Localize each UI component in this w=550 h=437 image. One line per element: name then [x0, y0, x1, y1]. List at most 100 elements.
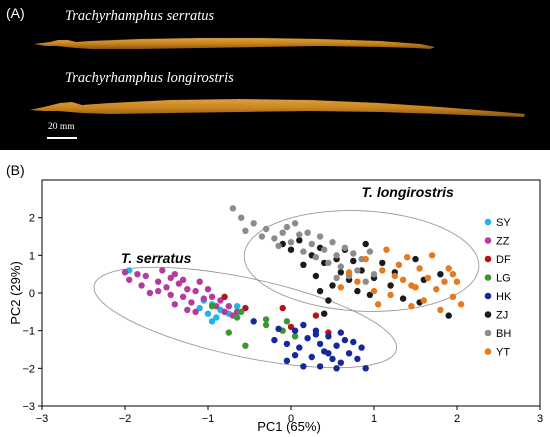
point-yt [387, 291, 394, 299]
point-hk [316, 340, 324, 348]
point-zj [300, 261, 307, 268]
point-zz [208, 293, 216, 300]
point-yt [395, 261, 403, 268]
point-hk [337, 329, 344, 336]
x-tick-label: 1 [371, 413, 377, 425]
point-zz [167, 274, 174, 282]
x-tick-label: 3 [537, 413, 543, 425]
point-bh [333, 252, 340, 259]
x-tick-label: 0 [288, 413, 294, 425]
point-lg [225, 329, 232, 336]
point-yt [408, 282, 415, 289]
y-tick-label: 2 [29, 213, 35, 225]
legend-label-lg: LG [496, 273, 511, 285]
point-lg [283, 318, 291, 325]
plot-frame [41, 179, 541, 407]
point-yt [370, 287, 378, 295]
point-lg [291, 333, 299, 340]
photo-panel: (A) Trachyrhamphus serratus Trachyrhamph… [0, 0, 550, 150]
legend-marker-yt [484, 348, 492, 355]
point-yt [399, 276, 407, 283]
point-df [221, 293, 228, 300]
group-label-serratus: T. serratus [121, 250, 192, 266]
legend-label-yt: YT [496, 347, 510, 359]
point-bh [271, 235, 278, 242]
point-hk [329, 355, 336, 363]
point-hk [300, 321, 307, 329]
point-hk [333, 342, 340, 349]
point-yt [362, 255, 369, 263]
point-bh [250, 220, 257, 227]
point-hk [337, 359, 344, 366]
legend-label-zz: ZZ [496, 236, 510, 248]
point-lg [233, 314, 241, 321]
point-bh [300, 248, 307, 255]
point-hk [275, 325, 282, 332]
point-yt [404, 254, 411, 261]
point-yt [453, 278, 461, 285]
legend-marker-zz [484, 237, 492, 244]
legend-label-sy: SY [496, 217, 511, 229]
point-yt [457, 301, 465, 308]
y-axis-title: PC2 (29%) [8, 261, 23, 325]
point-yt [437, 306, 444, 314]
point-hk [358, 344, 365, 351]
point-yt [408, 303, 415, 310]
point-bh [370, 271, 378, 278]
point-zj [399, 295, 407, 302]
point-zj [412, 255, 419, 263]
legend-marker-df [484, 255, 492, 263]
legend-marker-zj [484, 311, 492, 318]
point-bh [283, 223, 291, 231]
point-zz [200, 295, 207, 302]
point-hk [296, 344, 303, 351]
point-yt [345, 269, 353, 276]
point-hk [325, 333, 332, 340]
point-zz [134, 271, 141, 278]
point-bh [304, 229, 311, 236]
x-axis-title: PC1 (65%) [257, 419, 321, 434]
point-bh [366, 248, 374, 255]
ellipse-longirostris [243, 210, 480, 312]
point-zz [196, 278, 203, 285]
point-yt [445, 265, 452, 272]
pipefish-photo [30, 37, 525, 117]
point-zz [159, 267, 166, 274]
point-hk [283, 357, 291, 364]
point-hk [291, 327, 299, 334]
point-zz [179, 276, 187, 283]
point-zz [184, 286, 191, 293]
point-yt [424, 274, 432, 282]
x-tick-label: −2 [119, 413, 132, 425]
point-zz [163, 284, 170, 291]
point-zz [221, 308, 228, 315]
point-zj [387, 282, 394, 289]
point-zj [350, 257, 357, 265]
point-zj [337, 269, 344, 276]
point-sy [196, 304, 203, 312]
point-zj [296, 237, 303, 244]
point-zj [362, 240, 369, 248]
point-bh [275, 242, 282, 250]
point-bh [312, 254, 320, 261]
point-bh [362, 278, 369, 285]
scale-bar [47, 137, 77, 139]
point-zz [121, 269, 129, 276]
point-lg [242, 342, 249, 349]
point-lg [208, 303, 216, 310]
point-bh [258, 233, 266, 240]
point-df [287, 323, 295, 331]
point-bh [325, 259, 332, 267]
point-zz [204, 286, 212, 293]
point-yt [391, 272, 398, 280]
point-bh [333, 274, 340, 282]
point-bh [238, 214, 245, 221]
point-zz [138, 282, 145, 289]
pca-scatter-chart: −3 −2 −1 0 1 2 3 2 1 0 −1 −2 −3 PC1 (65%) PC2 (29%) T.… [8, 179, 543, 434]
point-zz [146, 289, 154, 297]
point-yt [416, 265, 423, 272]
species-label-longirostris: Trachyrhamphus longirostris [65, 70, 234, 86]
point-zj [316, 287, 324, 295]
point-hk [271, 336, 278, 344]
legend-marker-sy [484, 218, 492, 226]
